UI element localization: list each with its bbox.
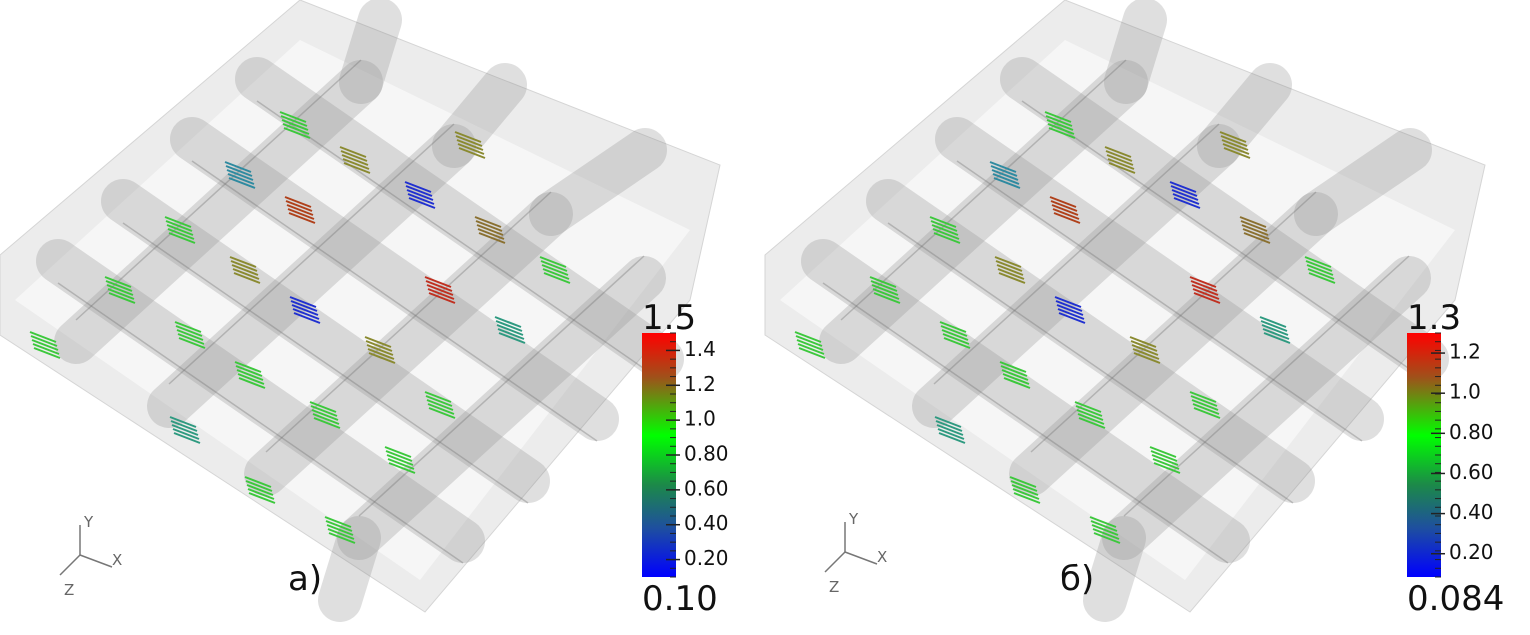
tick-label: 0.60 bbox=[1449, 460, 1494, 484]
tick-label: 0.40 bbox=[684, 511, 729, 535]
colorbar-min: 0.10 bbox=[642, 579, 718, 619]
panel-label: б) bbox=[1060, 559, 1094, 599]
tick-label: 0.80 bbox=[684, 442, 729, 466]
axis-label: Z bbox=[64, 581, 74, 599]
axes-triad bbox=[824, 521, 878, 573]
tick-label: 0.20 bbox=[1449, 540, 1494, 564]
axis-label: X bbox=[112, 551, 122, 569]
panel-label: а) bbox=[288, 559, 322, 599]
tick-label: 0.60 bbox=[684, 476, 729, 500]
colorbar-max: 1.3 bbox=[1407, 298, 1461, 338]
tick-label: 0.20 bbox=[684, 546, 729, 570]
tick-label: 1.2 bbox=[684, 372, 716, 396]
axis-label: X bbox=[877, 548, 887, 566]
render-scene bbox=[765, 0, 1485, 612]
axis-label: Y bbox=[848, 510, 859, 528]
colorbar-min: 0.084 bbox=[1407, 579, 1504, 619]
render-scene bbox=[0, 0, 720, 612]
tick-label: 1.0 bbox=[684, 407, 716, 431]
tick-label: 0.80 bbox=[1449, 420, 1494, 444]
tick-label: 1.2 bbox=[1449, 340, 1481, 364]
tick-label: 1.4 bbox=[684, 337, 716, 361]
axis-label: Y bbox=[83, 513, 94, 531]
colorbar-max: 1.5 bbox=[642, 298, 696, 338]
axes-triad bbox=[59, 524, 113, 576]
tick-label: 1.0 bbox=[1449, 380, 1481, 404]
tick-label: 0.40 bbox=[1449, 500, 1494, 524]
axis-label: Z bbox=[829, 578, 839, 596]
